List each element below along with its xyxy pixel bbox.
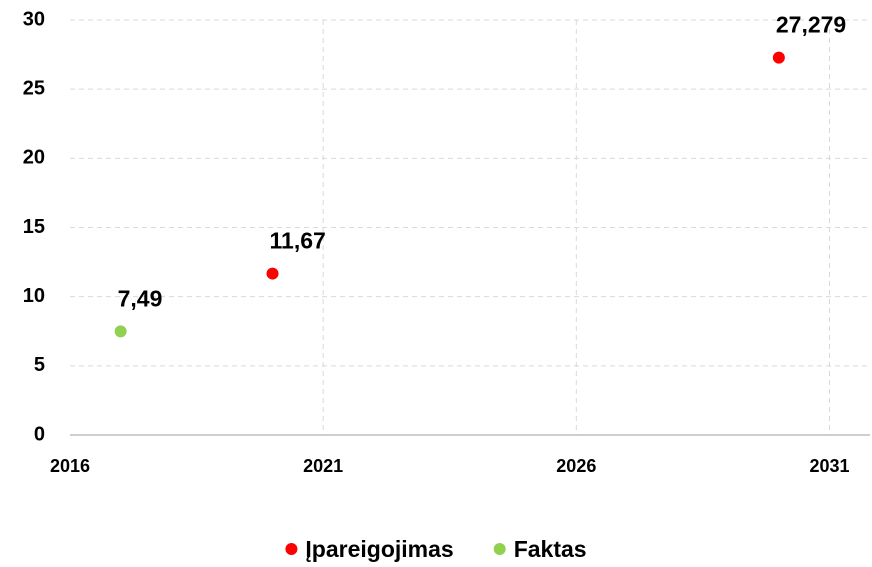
x-tick-label: 2016 — [50, 456, 90, 476]
point — [266, 267, 279, 280]
point — [772, 51, 785, 64]
y-tick-label: 10 — [23, 285, 45, 307]
y-tick-label: 30 — [23, 8, 45, 30]
y-tick-label: 15 — [23, 216, 45, 238]
y-tick-label: 20 — [23, 147, 45, 169]
x-tick-label: 2026 — [556, 456, 596, 476]
data-label: 7,49 — [118, 285, 163, 311]
y-tick-label: 25 — [23, 77, 45, 99]
legend-marker — [493, 543, 506, 555]
x-tick-label: 2031 — [809, 456, 849, 476]
point — [114, 325, 127, 338]
x-tick-label: 2021 — [303, 456, 343, 476]
legend-label: Įpareigojimas — [305, 536, 453, 562]
legend-label: Faktas — [514, 536, 587, 562]
y-tick-label: 0 — [34, 423, 45, 445]
data-label: 11,67 — [270, 228, 326, 254]
y-tick-label: 5 — [34, 354, 45, 376]
data-label: 27,279 — [776, 12, 846, 38]
legend-marker — [285, 543, 298, 555]
